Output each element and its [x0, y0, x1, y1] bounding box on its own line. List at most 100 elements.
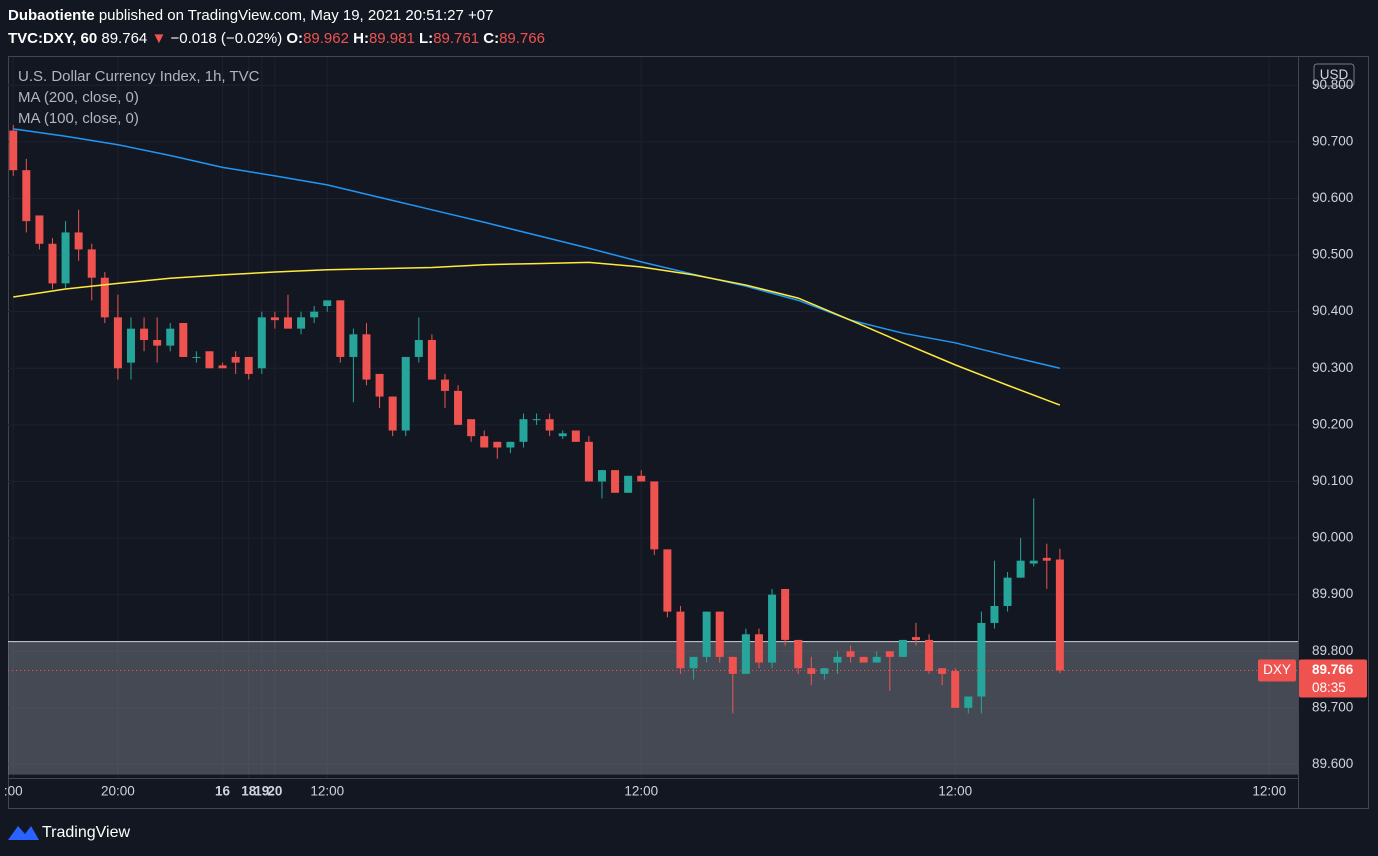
candle-body	[74, 232, 83, 250]
candle-body	[1042, 557, 1051, 561]
author: Dubaotiente	[8, 7, 95, 24]
x-tick-label: 18	[241, 784, 257, 799]
candle-body	[846, 651, 855, 657]
y-tick-label: 90.400	[1312, 303, 1353, 318]
candle-body	[741, 634, 750, 674]
candle-body	[153, 339, 162, 346]
candle-body	[571, 430, 580, 442]
candle-body	[519, 419, 528, 442]
candle-body	[768, 594, 777, 663]
candle-body	[126, 328, 135, 363]
candle-body	[192, 356, 201, 358]
x-tick-label: 20	[267, 784, 282, 799]
x-tick-label: 19	[254, 784, 269, 799]
candle-body	[257, 317, 266, 369]
x-tick-label: 12:00	[624, 784, 658, 799]
candle-body	[231, 356, 240, 363]
y-tick-label: 90.800	[1312, 77, 1353, 92]
candle-body	[990, 605, 999, 623]
candle-body	[9, 130, 18, 171]
candle-body	[781, 588, 790, 640]
candle-body	[493, 441, 502, 448]
l-label: L:	[419, 30, 433, 47]
candle-body	[689, 656, 698, 669]
x-tick-label: 12:00	[310, 784, 344, 799]
candle-body	[637, 475, 646, 482]
plot	[8, 57, 1298, 778]
candle-body	[859, 656, 868, 663]
candle-body	[728, 656, 737, 674]
y-tick-label: 89.600	[1312, 756, 1353, 771]
header-line-2: TVC:DXY, 60 89.764 ▼ −0.018 (−0.02%) O:8…	[8, 30, 545, 47]
y-tick-label: 90.200	[1312, 416, 1353, 431]
y-tick-label: 90.500	[1312, 247, 1353, 262]
candle-body	[401, 356, 410, 431]
y-tick-label: 90.600	[1312, 190, 1353, 205]
candle-body	[702, 611, 711, 657]
candle-body	[100, 277, 109, 318]
o-value: 89.962	[303, 30, 349, 47]
candle-body	[650, 481, 659, 550]
currency-badge	[1313, 63, 1355, 87]
candle-body	[467, 419, 476, 437]
candle-body	[532, 419, 541, 421]
candle-body	[179, 322, 188, 357]
l-value: 89.761	[433, 30, 479, 47]
chart-title: U.S. Dollar Currency Index, 1h, TVC	[18, 68, 260, 85]
candle-body	[977, 622, 986, 697]
candle-body	[1003, 577, 1012, 606]
candle-body	[715, 611, 724, 657]
o-label: O:	[286, 30, 303, 47]
candle-body	[349, 334, 358, 357]
candle-body	[833, 656, 842, 663]
candle-body	[323, 300, 332, 307]
brand-logo	[8, 826, 39, 840]
candle-body	[1016, 560, 1025, 578]
candle-body	[938, 668, 947, 674]
candle-body	[820, 668, 829, 674]
y-tick-label: 90.700	[1312, 133, 1353, 148]
symbol-label: DXY	[1263, 662, 1291, 677]
candle-body	[283, 317, 292, 329]
candle-body	[1029, 560, 1038, 564]
symbol-badge	[1258, 659, 1296, 682]
x-tick-label: 16	[215, 784, 231, 799]
price-badge	[1299, 659, 1367, 698]
candle-body	[794, 639, 803, 669]
candle-body	[218, 365, 227, 369]
candle-body	[166, 328, 175, 346]
currency: USD	[1320, 67, 1349, 82]
candle-body	[663, 549, 672, 612]
legend-ma100: MA (100, close, 0)	[18, 110, 139, 127]
header-line-1: Dubaotiente published on TradingView.com…	[8, 7, 493, 24]
candle-body	[584, 441, 593, 482]
candle-body	[87, 249, 96, 278]
y-tick-label: 89.800	[1312, 643, 1353, 658]
candle-body	[951, 671, 960, 708]
x-tick-label: :00	[4, 784, 23, 799]
zone	[8, 641, 1298, 775]
h-label: H:	[353, 30, 369, 47]
candle-body	[964, 696, 973, 708]
x-tick-label: 12:00	[938, 784, 972, 799]
countdown: 08:35	[1312, 680, 1346, 695]
candle-body	[113, 317, 122, 369]
candle-body	[336, 300, 345, 357]
candle-body	[558, 433, 567, 437]
candle-body	[375, 373, 384, 397]
candle-body	[310, 311, 319, 318]
candle-body	[754, 634, 763, 663]
change-arrow: ▼	[151, 30, 166, 47]
candle-body	[872, 656, 881, 663]
candle-body	[911, 637, 920, 640]
y-tick-label: 89.900	[1312, 586, 1353, 601]
x-tick-label: 12:00	[1252, 784, 1286, 799]
candle-body	[807, 668, 816, 674]
h-value: 89.981	[369, 30, 415, 47]
candle-body	[480, 436, 489, 448]
candle-body	[676, 611, 685, 669]
y-tick-label: 90.000	[1312, 530, 1353, 545]
candle-body	[270, 317, 279, 321]
candle-body	[440, 379, 449, 391]
y-tick-label: 89.700	[1312, 699, 1353, 714]
